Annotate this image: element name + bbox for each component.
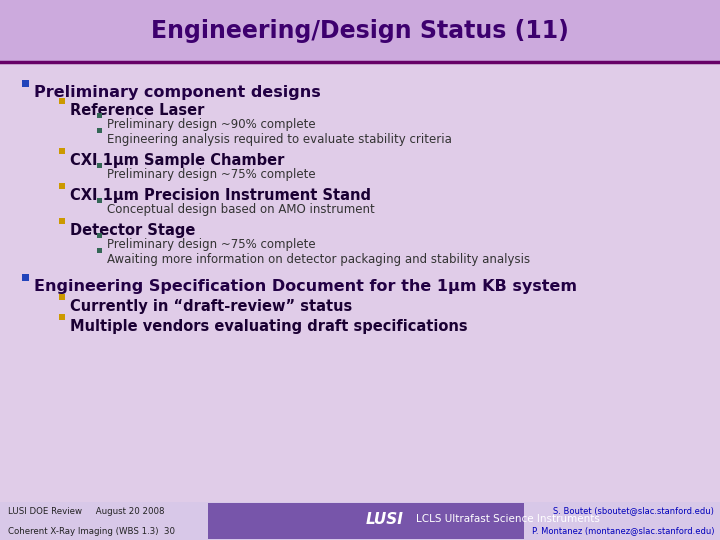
FancyBboxPatch shape (59, 98, 65, 104)
Text: Preliminary component designs: Preliminary component designs (34, 85, 320, 100)
FancyBboxPatch shape (22, 80, 29, 87)
FancyBboxPatch shape (59, 314, 65, 320)
Text: Currently in “draft-review” status: Currently in “draft-review” status (70, 299, 352, 314)
Text: CXI 1μm Sample Chamber: CXI 1μm Sample Chamber (70, 153, 284, 168)
Text: S. Boutet (sboutet@slac.stanford.edu): S. Boutet (sboutet@slac.stanford.edu) (553, 507, 714, 516)
FancyBboxPatch shape (97, 128, 102, 133)
Text: CXI 1μm Precision Instrument Stand: CXI 1μm Precision Instrument Stand (70, 188, 371, 203)
FancyBboxPatch shape (97, 113, 102, 118)
FancyBboxPatch shape (59, 218, 65, 224)
FancyBboxPatch shape (97, 248, 102, 253)
Text: LUSI: LUSI (366, 511, 404, 526)
Text: Engineering analysis required to evaluate stability criteria: Engineering analysis required to evaluat… (107, 133, 452, 146)
Text: P. Montanez (montanez@slac.stanford.edu): P. Montanez (montanez@slac.stanford.edu) (531, 526, 714, 536)
FancyBboxPatch shape (22, 274, 29, 281)
Text: Preliminary design ~90% complete: Preliminary design ~90% complete (107, 118, 315, 131)
Text: Engineering Specification Document for the 1μm KB system: Engineering Specification Document for t… (34, 279, 577, 294)
FancyBboxPatch shape (0, 502, 720, 540)
FancyBboxPatch shape (97, 233, 102, 238)
Text: LUSI DOE Review     August 20 2008: LUSI DOE Review August 20 2008 (8, 507, 164, 516)
FancyBboxPatch shape (0, 0, 720, 62)
Text: Coherent X-Ray Imaging (WBS 1.3)  30: Coherent X-Ray Imaging (WBS 1.3) 30 (8, 526, 175, 536)
Text: Detector Stage: Detector Stage (70, 223, 195, 238)
FancyBboxPatch shape (208, 503, 524, 539)
Text: Preliminary design ~75% complete: Preliminary design ~75% complete (107, 168, 315, 181)
FancyBboxPatch shape (97, 163, 102, 168)
Text: Preliminary design ~75% complete: Preliminary design ~75% complete (107, 238, 315, 251)
Text: Awaiting more information on detector packaging and stability analysis: Awaiting more information on detector pa… (107, 253, 530, 266)
FancyBboxPatch shape (97, 198, 102, 203)
Text: Conceptual design based on AMO instrument: Conceptual design based on AMO instrumen… (107, 203, 374, 216)
Text: Reference Laser: Reference Laser (70, 103, 204, 118)
FancyBboxPatch shape (59, 183, 65, 189)
FancyBboxPatch shape (59, 148, 65, 154)
Text: Engineering/Design Status (11): Engineering/Design Status (11) (151, 19, 569, 43)
Text: Multiple vendors evaluating draft specifications: Multiple vendors evaluating draft specif… (70, 319, 467, 334)
FancyBboxPatch shape (59, 294, 65, 300)
Text: LCLS Ultrafast Science Instruments: LCLS Ultrafast Science Instruments (416, 514, 600, 524)
